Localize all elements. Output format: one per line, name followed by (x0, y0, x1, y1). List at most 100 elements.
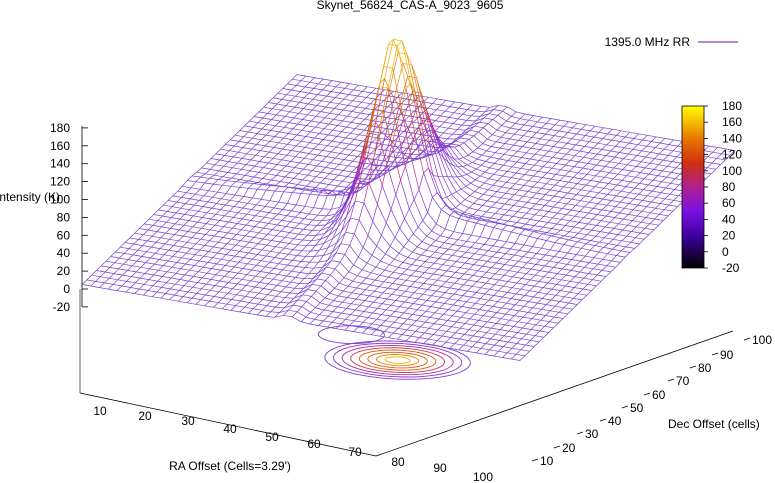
mesh-segment (468, 329, 478, 332)
mesh-segment (219, 280, 229, 283)
contour-line (384, 356, 411, 364)
mesh-segment (525, 163, 535, 166)
mesh-segment (414, 129, 420, 135)
mesh-segment (239, 306, 245, 313)
mesh-segment (355, 160, 362, 181)
mesh-segment (246, 209, 252, 215)
mesh-segment (212, 196, 222, 200)
mesh-segment (507, 160, 517, 163)
mesh-segment (468, 203, 475, 209)
mesh-segment (202, 277, 212, 280)
mesh-segment (409, 292, 415, 298)
mesh-segment (119, 257, 129, 260)
mesh-segment (293, 117, 303, 120)
mesh-segment (644, 162, 651, 169)
mesh-segment (147, 235, 153, 242)
mesh-segment (517, 267, 523, 273)
mesh-segment (334, 164, 340, 170)
mesh-segment (138, 239, 148, 242)
mesh-segment (470, 242, 476, 248)
mesh-segment (362, 262, 368, 271)
mesh-segment (489, 220, 495, 224)
mesh-segment (432, 103, 442, 106)
mesh-segment (512, 211, 518, 217)
mesh-segment (420, 249, 427, 256)
mesh-segment (464, 199, 474, 204)
mesh-segment (287, 143, 297, 147)
mesh-segment (428, 143, 439, 177)
mesh-segment (417, 123, 423, 129)
mesh-segment (514, 129, 520, 135)
mesh-segment (574, 226, 583, 229)
mesh-segment (603, 183, 609, 189)
mesh-segment (311, 105, 318, 111)
mesh-segment (422, 151, 428, 155)
mesh-segment (119, 253, 125, 259)
mesh-segment (386, 294, 393, 300)
mesh-segment (354, 320, 364, 323)
mesh-segment (465, 186, 475, 192)
mesh-segment (315, 239, 321, 246)
mesh-segment (202, 266, 212, 269)
mesh-segment (502, 106, 508, 112)
mesh-segment (407, 314, 413, 320)
mesh-segment (206, 207, 213, 214)
mesh-segment (480, 113, 490, 117)
mesh-segment (441, 146, 447, 151)
mesh-segment (350, 132, 360, 136)
mesh-segment (577, 178, 583, 184)
mesh-segment (402, 142, 412, 145)
mesh-segment (86, 274, 92, 281)
mesh-segment (261, 198, 270, 202)
mesh-segment (262, 294, 268, 300)
mesh-segment (481, 154, 491, 158)
mesh-segment (218, 170, 228, 173)
mesh-segment (480, 287, 490, 290)
mesh-segment (284, 243, 290, 249)
mesh-segment (510, 172, 517, 178)
mesh-segment (503, 270, 510, 276)
mesh-segment (326, 151, 332, 157)
mesh-segment (533, 296, 543, 299)
mesh-segment (231, 238, 241, 241)
mesh-segment (265, 255, 275, 258)
mesh-segment (630, 176, 636, 183)
mesh-segment (431, 295, 441, 298)
mesh-segment (519, 299, 529, 302)
mesh-segment (100, 260, 107, 267)
mesh-segment (671, 172, 681, 175)
mesh-segment (591, 169, 601, 172)
mesh-segment (609, 217, 616, 223)
mesh-segment (549, 260, 559, 264)
mesh-segment (268, 97, 274, 103)
mesh-segment (550, 233, 556, 237)
mesh-segment (344, 245, 350, 255)
mesh-segment (237, 162, 247, 165)
mesh-segment (559, 296, 565, 302)
mesh-segment (258, 227, 264, 234)
mesh-segment (119, 242, 126, 248)
mesh-segment (171, 206, 181, 209)
mesh-segment (583, 212, 589, 218)
mesh-segment (542, 293, 548, 299)
mesh-segment (472, 270, 479, 276)
mesh-segment (510, 354, 517, 360)
mesh-segment (543, 166, 552, 169)
mesh-segment (592, 279, 602, 282)
mesh-segment (229, 194, 236, 201)
mesh-segment (509, 194, 515, 200)
mesh-segment (492, 115, 498, 120)
mesh-segment (507, 337, 514, 343)
mesh-segment (558, 141, 568, 144)
mesh-segment (604, 237, 614, 240)
mesh-segment (473, 198, 479, 204)
mesh-segment (479, 111, 486, 117)
mesh-segment (549, 321, 559, 324)
mesh-segment (324, 177, 334, 181)
mesh-segment (267, 229, 273, 235)
mesh-segment (139, 284, 145, 290)
mesh-segment (302, 289, 308, 296)
mesh-segment (162, 276, 172, 279)
mesh-segment (395, 179, 401, 195)
mesh-segment (456, 134, 462, 140)
